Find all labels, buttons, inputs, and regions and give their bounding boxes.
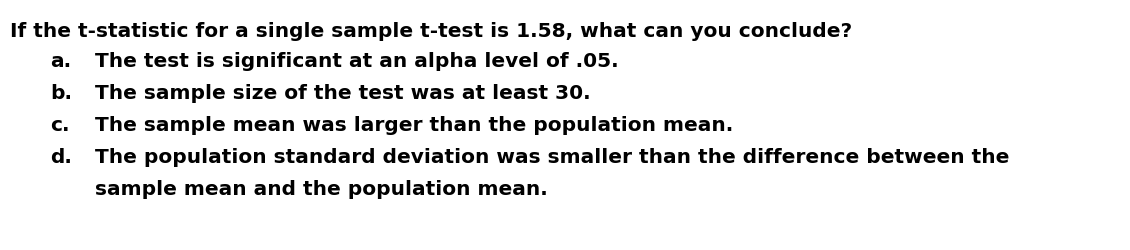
Text: a.: a. bbox=[50, 52, 71, 71]
Text: c.: c. bbox=[50, 116, 70, 135]
Text: The sample mean was larger than the population mean.: The sample mean was larger than the popu… bbox=[95, 116, 733, 135]
Text: The population standard deviation was smaller than the difference between the: The population standard deviation was sm… bbox=[95, 148, 1009, 167]
Text: sample mean and the population mean.: sample mean and the population mean. bbox=[95, 180, 548, 199]
Text: d.: d. bbox=[50, 148, 72, 167]
Text: The test is significant at an alpha level of .05.: The test is significant at an alpha leve… bbox=[95, 52, 618, 71]
Text: The sample size of the test was at least 30.: The sample size of the test was at least… bbox=[95, 84, 591, 103]
Text: If the t-statistic for a single sample t-test is 1.58, what can you conclude?: If the t-statistic for a single sample t… bbox=[10, 22, 852, 41]
Text: b.: b. bbox=[50, 84, 72, 103]
